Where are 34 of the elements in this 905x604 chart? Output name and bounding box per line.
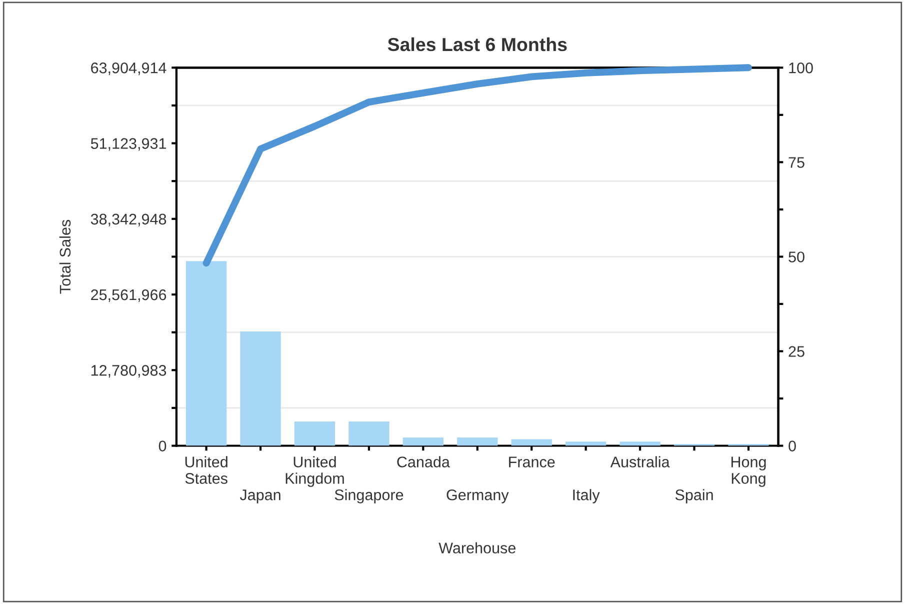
y-tick-label: 0 [158, 440, 166, 452]
y2-tick-label: 50 [788, 252, 804, 262]
x-tick-label: United States [185, 456, 228, 484]
x-tick-label: Japan [240, 490, 280, 504]
x-tick-label: Australia [610, 456, 670, 468]
bar [186, 261, 227, 446]
x-tick-label: United Kingdom [286, 456, 344, 487]
y2-tick-label: 100 [789, 62, 813, 74]
y2-tick-label: 25 [788, 346, 804, 357]
bar [294, 421, 336, 446]
x-tick-label: France [509, 456, 555, 468]
x-tick-label: Canada [397, 456, 450, 468]
y-tick-label: 25,561,966 [91, 289, 166, 302]
x-tick-label: Italy [573, 489, 600, 504]
x-tick-label: Hong Kong [731, 456, 766, 487]
y2-tick-label: 75 [788, 157, 804, 168]
chart-title: Sales Last 6 Months [388, 37, 567, 52]
y-tick-label: 63,904,914 [91, 62, 166, 76]
y2-tick-label: 0 [788, 440, 796, 452]
bar [348, 421, 390, 446]
bar [402, 437, 444, 446]
y-axis-title: Total Sales [59, 220, 71, 294]
x-axis-title: Warehouse [438, 542, 516, 554]
bar [511, 439, 552, 446]
bar [565, 442, 606, 446]
x-tick-label: Germany [446, 489, 509, 504]
bar [457, 437, 498, 446]
y-tick-label: 12,780,983 [91, 365, 166, 378]
x-tick-label: Spain [675, 489, 713, 504]
bar [240, 332, 281, 446]
x-tick-label: Singapore [334, 489, 404, 504]
y-tick-label: 51,123,931 [90, 138, 166, 151]
y-tick-label: 38,342,948 [90, 214, 166, 226]
bar [620, 442, 660, 446]
